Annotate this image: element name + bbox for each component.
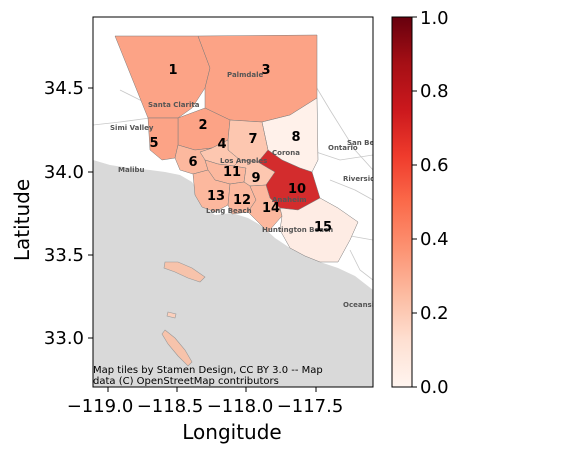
place-label: Riverside [343,175,380,183]
region-label: 1 [168,63,177,78]
y-tick-label: 33.0 [44,328,84,349]
y-axis [88,87,93,339]
place-label: Oceanside [343,301,384,309]
map-panel[interactable]: Santa Clarita Palmdale Simi Valley Los A… [93,17,408,387]
region-number-labels: 1 2 3 4 5 6 7 8 9 10 11 12 13 14 15 [149,63,332,235]
y-axis-title: Latitude [10,179,34,261]
colorbar: 0.0 0.2 0.4 0.6 0.8 1.0 [391,8,449,398]
region-label: 5 [149,136,158,151]
region-label: 2 [198,118,207,133]
place-label: Huntington Beach [262,226,333,234]
region-6[interactable] [174,144,213,175]
x-axis [107,387,317,392]
place-label: Corona [272,149,300,157]
region-label: 6 [188,155,197,170]
san-clemente-island [161,329,193,367]
region-label: 4 [217,137,226,152]
place-label: San Bernardino [347,139,408,147]
attribution-line-1: Map tiles by Stamen Design, CC BY 3.0 --… [93,365,323,376]
x-tick-label: −119.0 [67,396,134,417]
region-label: 13 [207,189,225,204]
map-frame [92,16,374,388]
place-label: Simi Valley [110,124,154,132]
colorbar-tick-label: 0.0 [420,377,449,398]
ocean [93,160,373,387]
place-label: Long Beach [206,207,252,215]
catalina-island [163,261,206,283]
y-tick-label: 33.5 [44,245,84,266]
region-label: 15 [314,220,332,235]
place-label: Malibu [118,166,144,174]
y-tick-label: 34.0 [44,162,84,183]
place-label: Santa Clarita [148,101,200,109]
place-labels: Santa Clarita Palmdale Simi Valley Los A… [110,71,408,309]
region-15[interactable] [279,197,359,263]
region-label: 3 [261,63,270,78]
place-label: Palmdale [227,71,263,79]
region-14[interactable] [247,184,283,233]
regions [114,34,359,263]
region-label: 14 [262,201,280,216]
region-label: 11 [223,165,241,180]
region-label: 10 [288,182,306,197]
region-label: 7 [248,132,257,147]
place-label: Ontario [328,144,358,152]
colorbar-gradient [391,16,413,388]
x-tick-label: −118.0 [207,396,274,417]
x-tick-label: −118.5 [137,396,204,417]
y-tick-label: 34.5 [44,78,84,99]
region-label: 12 [233,193,251,208]
colorbar-tick-label: 0.6 [420,155,449,176]
region-label: 8 [291,130,300,145]
small-island [166,311,177,319]
place-label: Los Angeles [220,157,267,165]
x-axis-title: Longitude [182,420,281,444]
x-tick-label: −117.5 [277,396,344,417]
region-label: 9 [251,171,260,186]
colorbar-tick-label: 0.4 [420,229,449,250]
colorbar-tick-label: 0.8 [420,81,449,102]
colorbar-tick-label: 1.0 [420,8,449,29]
place-label: Anaheim [272,196,307,204]
attribution-line-2: data (C) OpenStreetMap contributors [93,376,279,387]
colorbar-tick-label: 0.2 [420,303,449,324]
